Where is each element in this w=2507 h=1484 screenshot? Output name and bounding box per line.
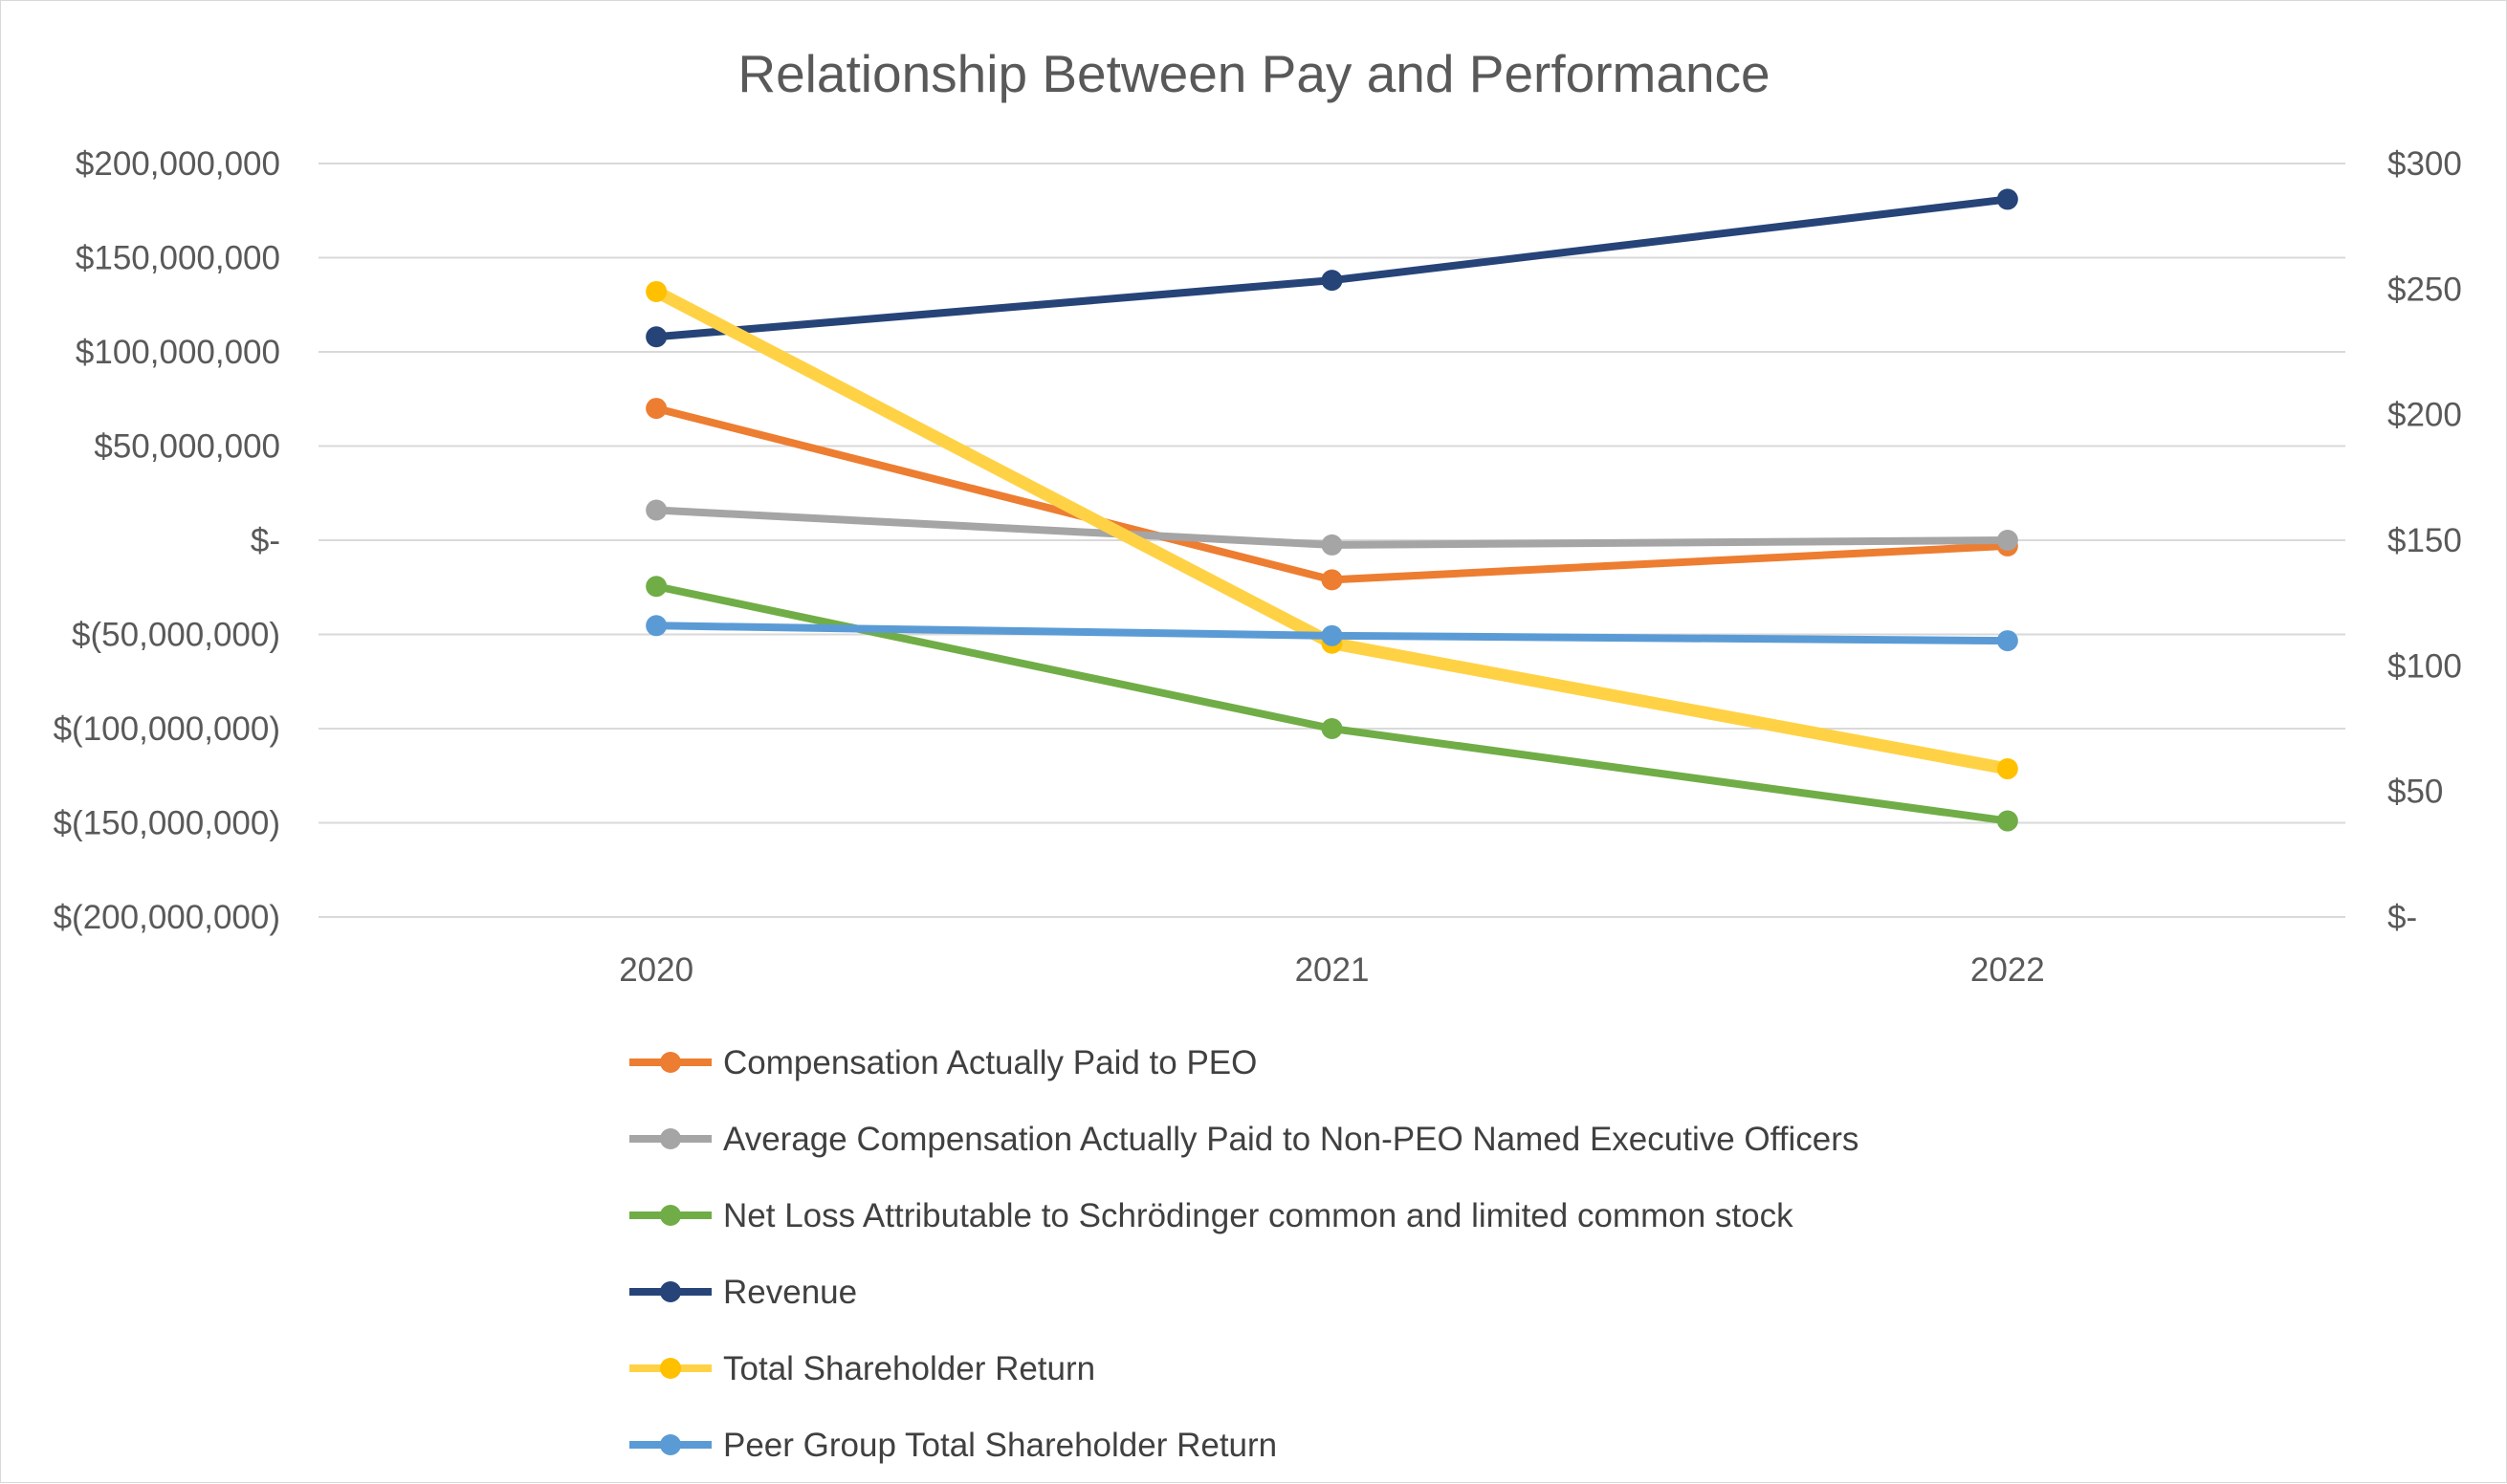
data-point — [1996, 530, 2018, 551]
x-axis: 2020 2021 2022 — [619, 951, 2045, 989]
legend-item: Peer Group Total Shareholder Return — [629, 1427, 1277, 1464]
chart-title: Relationship Between Pay and Performance — [737, 44, 1770, 103]
data-point — [1321, 624, 1343, 646]
right-tick-label: $50 — [2387, 774, 2443, 811]
legend-label: Average Compensation Actually Paid to No… — [723, 1121, 1858, 1158]
legend-swatch-marker — [660, 1205, 681, 1226]
legend-item: Revenue — [629, 1274, 857, 1311]
series-5 — [646, 615, 2018, 652]
data-point — [1321, 270, 1343, 292]
legend-item: Average Compensation Actually Paid to No… — [629, 1121, 1858, 1158]
left-tick-label: $- — [251, 522, 280, 559]
legend-label: Compensation Actually Paid to PEO — [723, 1044, 1257, 1081]
data-point — [1996, 758, 2018, 780]
right-tick-label: $- — [2387, 899, 2417, 936]
data-point — [1321, 718, 1343, 739]
data-point — [646, 499, 668, 521]
legend-label: Net Loss Attributable to Schrödinger com… — [723, 1197, 1793, 1234]
left-tick-label: $(150,000,000) — [54, 805, 280, 842]
series-1 — [646, 499, 2018, 556]
left-axis: $200,000,000 $150,000,000 $100,000,000 $50,… — [54, 145, 280, 936]
left-tick-label: $150,000,000 — [76, 240, 280, 277]
data-point — [1996, 630, 2018, 652]
x-tick-label: 2020 — [619, 951, 693, 989]
data-point — [1321, 534, 1343, 556]
legend-item: Total Shareholder Return — [629, 1350, 1095, 1387]
legend-swatch-marker — [660, 1052, 681, 1073]
series-2 — [646, 576, 2018, 832]
legend-swatch-marker — [660, 1358, 681, 1379]
series-line — [652, 582, 2012, 825]
data-point — [1321, 569, 1343, 591]
data-point — [646, 615, 668, 637]
data-point — [646, 326, 668, 348]
right-tick-label: $250 — [2387, 271, 2462, 308]
right-tick-label: $100 — [2387, 647, 2462, 685]
right-tick-label: $150 — [2387, 522, 2462, 559]
x-tick-label: 2022 — [1970, 951, 2045, 989]
data-point — [646, 576, 668, 598]
left-tick-label: $(50,000,000) — [72, 617, 280, 654]
left-tick-label: $(100,000,000) — [54, 710, 280, 748]
data-point — [646, 398, 668, 420]
legend-label: Revenue — [723, 1274, 857, 1311]
left-tick-label: $100,000,000 — [76, 334, 280, 371]
legend-label: Peer Group Total Shareholder Return — [723, 1427, 1277, 1464]
legend-swatch-marker — [660, 1434, 681, 1455]
data-point — [646, 280, 668, 302]
right-tick-label: $300 — [2387, 145, 2462, 183]
left-tick-label: $(200,000,000) — [54, 899, 280, 936]
legend-item: Compensation Actually Paid to PEO — [629, 1044, 1257, 1081]
series-3 — [646, 188, 2018, 348]
right-tick-label: $200 — [2387, 397, 2462, 434]
data-point — [1996, 810, 2018, 832]
data-point — [1996, 188, 2018, 210]
left-tick-label: $200,000,000 — [76, 145, 280, 183]
legend-swatch-marker — [660, 1281, 681, 1302]
legend-label: Total Shareholder Return — [723, 1350, 1095, 1387]
legend: Compensation Actually Paid to PEO Average… — [629, 1044, 1858, 1464]
legend-item: Net Loss Attributable to Schrödinger com… — [629, 1197, 1793, 1234]
series-line — [649, 285, 2014, 775]
series-4 — [646, 280, 2018, 780]
x-tick-label: 2021 — [1295, 951, 1370, 989]
series-layer — [646, 188, 2018, 832]
legend-swatch-marker — [660, 1128, 681, 1149]
left-tick-label: $50,000,000 — [94, 428, 280, 466]
series-0 — [646, 398, 2018, 591]
series-line — [652, 195, 2012, 341]
right-axis: $300 $250 $200 $150 $100 $50 $- — [2387, 145, 2462, 936]
